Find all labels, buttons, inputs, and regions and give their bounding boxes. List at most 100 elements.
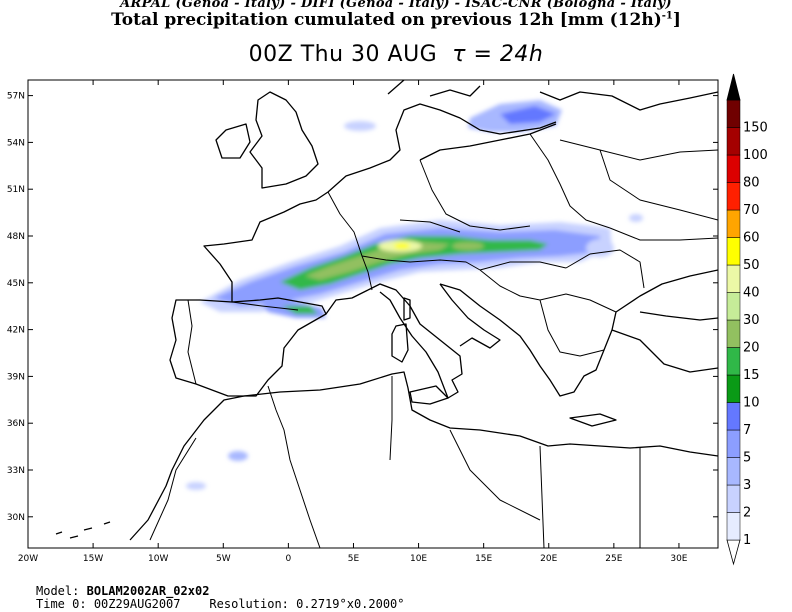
coast-corsica	[403, 297, 411, 321]
forecast-time: 00Z Thu 30 AUG τ = 24h	[0, 42, 792, 67]
lon-label-20W: 20W	[18, 554, 38, 564]
resolution-label: Resolution:	[209, 597, 289, 611]
model-label: Model:	[36, 584, 80, 598]
colorbar-label-40: 40	[743, 286, 760, 301]
coast-britain	[249, 91, 319, 189]
precipitation-field	[186, 100, 643, 490]
time0-label: Time 0:	[36, 597, 87, 611]
lat-label-51N: 51N	[7, 185, 25, 195]
title-end: ]	[672, 10, 681, 30]
lon-label-0: 0	[286, 554, 292, 564]
precip-core-bright	[394, 243, 410, 249]
border-hu	[479, 261, 567, 271]
resolution-value: 0.2719°x0.2000°	[296, 597, 405, 611]
colorbar-label-100: 100	[743, 148, 768, 163]
colorbar-label-30: 30	[743, 313, 760, 328]
border-baltics	[559, 139, 718, 221]
title-text: Total precipitation cumulated on previou…	[111, 10, 662, 30]
coast-italy-east	[439, 283, 501, 349]
colorbar-swatch-50	[726, 237, 741, 266]
footer-model: Model: BOLAM2002AR_02x02	[36, 584, 209, 598]
lon-label-15E: 15E	[475, 554, 492, 564]
border-pl-east	[529, 133, 611, 229]
lon-label-20E: 20E	[540, 554, 557, 564]
coast-blacksea	[615, 269, 718, 321]
coast-iberia	[169, 297, 327, 397]
border-de-cz	[399, 219, 461, 233]
precip-baltic-core	[500, 106, 556, 124]
lat-label-57N: 57N	[7, 92, 25, 102]
lat-label-36N: 36N	[7, 419, 25, 429]
colorbar-swatch-150	[726, 99, 741, 128]
precip-band-lightgreen	[305, 242, 450, 280]
chart-title: Total precipitation cumulated on previou…	[0, 10, 792, 30]
precip-patch-uk	[344, 121, 376, 131]
lat-label-39N: 39N	[7, 372, 25, 382]
latitude-ticks: 57N 54N 51N 48N 45N 42N 39N 36N 33N 30N	[7, 92, 718, 523]
border-ro	[565, 249, 645, 289]
colorbar-label-15: 15	[743, 368, 760, 383]
colorbar-swatch-30	[726, 292, 741, 321]
lat-label-45N: 45N	[7, 279, 25, 289]
precip-pyrenees-core	[282, 306, 318, 314]
colorbar-swatch-2	[726, 484, 741, 513]
tau-label: τ = 24h	[452, 42, 544, 67]
colorbar-swatch-3	[726, 457, 741, 486]
coast-ireland	[215, 123, 251, 159]
colorbar-label-5: 5	[743, 451, 751, 466]
lat-label-33N: 33N	[7, 466, 25, 476]
colorbar-swatch-40	[726, 264, 741, 293]
coast-france-south	[325, 289, 369, 315]
colorbar-label-80: 80	[743, 176, 760, 191]
lon-label-5W: 5W	[216, 554, 231, 564]
colorbar-label-2: 2	[743, 506, 751, 521]
colorbar-max-arrow	[726, 73, 741, 101]
colorbar-label-7: 7	[743, 423, 751, 438]
coast-crete	[569, 413, 617, 427]
national-borders	[149, 133, 718, 548]
colorbar-swatch-70	[726, 182, 741, 211]
lat-label-54N: 54N	[7, 138, 25, 148]
colorbar-swatch-80	[726, 154, 741, 183]
lon-label-15W: 15W	[83, 554, 103, 564]
lon-label-5E: 5E	[348, 554, 360, 564]
border-fr-es	[231, 301, 299, 311]
colorbar-swatch-20	[726, 319, 741, 348]
coast-france	[203, 191, 329, 302]
precip-patch-poland	[629, 214, 643, 222]
lon-label-10W: 10W	[148, 554, 168, 564]
colorbar-swatch-60	[726, 209, 741, 238]
colorbar-swatch-10	[726, 374, 741, 403]
coast-italy	[367, 283, 463, 399]
colorbar-label-60: 60	[743, 231, 760, 246]
coast-sardinia	[391, 323, 409, 363]
border-africa	[149, 376, 641, 548]
precip-core-east	[452, 242, 484, 250]
lon-label-25E: 25E	[605, 554, 622, 564]
colorbar-label-10: 10	[743, 396, 760, 411]
map-frame	[27, 79, 719, 549]
lon-label-30E: 30E	[670, 554, 687, 564]
institutions-header: ARPAL (Genoa - Italy) - DIFI (Genoa - It…	[120, 0, 672, 11]
longitude-ticks: 20W 15W 10W 5W 0 5E 10E 15E 20E 25E 30E	[18, 80, 688, 564]
model-value: BOLAM2002AR_02x02	[86, 584, 210, 598]
border-balkans	[479, 269, 617, 357]
lat-label-42N: 42N	[7, 326, 25, 336]
colorbar-swatch-15	[726, 347, 741, 376]
coast-scandinavia	[387, 80, 718, 111]
precip-patch-romania	[586, 239, 614, 257]
border-alps	[361, 255, 481, 271]
colorbar-swatch-7	[726, 402, 741, 431]
coast-balkans	[439, 283, 617, 397]
lon-label-10E: 10E	[410, 554, 427, 564]
border-de-pl	[419, 159, 531, 231]
coast-northafrica	[129, 371, 718, 541]
coastlines	[55, 80, 718, 541]
coast-turkey	[611, 329, 718, 373]
lat-label-30N: 30N	[7, 513, 25, 523]
precip-patch-atlas	[186, 482, 206, 490]
coast-canaries	[55, 521, 111, 539]
border-es-pt	[187, 299, 197, 385]
colorbar-label-1: 1	[743, 533, 751, 548]
